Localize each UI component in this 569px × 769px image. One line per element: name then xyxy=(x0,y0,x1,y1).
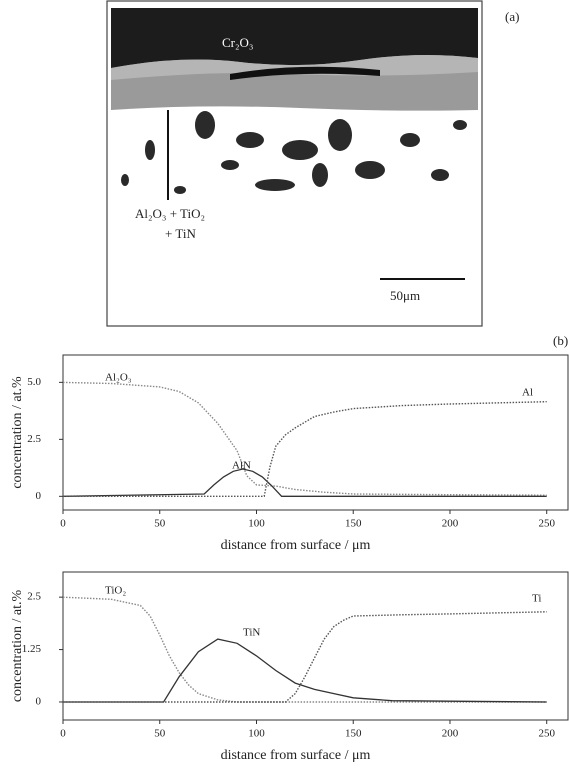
series-line xyxy=(63,638,547,703)
series-line xyxy=(63,401,547,497)
phase-label: Al₂O₃ + TiO₂ xyxy=(135,206,205,221)
y-tick-label: 5.0 xyxy=(27,376,41,388)
scale-label: 50μm xyxy=(390,288,420,303)
y-axis-label: concentration / at.% xyxy=(10,589,25,702)
plot-frame xyxy=(62,354,569,511)
series-label: TiN xyxy=(243,627,260,639)
series-line xyxy=(62,468,547,497)
y-tick-label: 1.25 xyxy=(22,643,42,655)
phase-label: + TiN xyxy=(165,226,196,241)
series-label: AlN xyxy=(232,460,251,472)
series-line xyxy=(62,596,547,703)
x-axis-label: distance from surface / μm xyxy=(221,538,371,553)
series-line xyxy=(63,611,547,703)
panel-label: (a) xyxy=(505,9,519,24)
series-label: Al₂O₃ xyxy=(105,372,132,384)
plot-frame xyxy=(62,571,569,721)
y-tick-label: 2.5 xyxy=(27,433,41,445)
x-tick-label: 100 xyxy=(248,728,265,740)
x-tick-label: 50 xyxy=(154,518,166,530)
y-tick-label: 0 xyxy=(36,490,42,502)
x-tick-label: 0 xyxy=(60,728,66,740)
x-tick-label: 150 xyxy=(345,518,362,530)
crack xyxy=(230,66,380,80)
x-tick-label: 50 xyxy=(154,728,166,740)
series-label: Ti xyxy=(532,593,541,605)
x-tick-label: 200 xyxy=(442,728,459,740)
x-tick-label: 150 xyxy=(345,728,362,740)
panel-label: (b) xyxy=(553,333,568,348)
x-tick-label: 0 xyxy=(60,518,66,530)
phase-label: Cr₂O₃ xyxy=(222,35,253,50)
x-axis-label: distance from surface / μm xyxy=(221,748,371,763)
y-tick-label: 0 xyxy=(36,696,42,708)
precipitates xyxy=(121,111,467,194)
x-tick-label: 100 xyxy=(248,518,265,530)
series-label: Al xyxy=(522,387,533,399)
x-tick-label: 250 xyxy=(538,518,555,530)
x-tick-label: 200 xyxy=(442,518,459,530)
x-tick-label: 250 xyxy=(538,728,555,740)
series-line xyxy=(62,381,547,496)
y-tick-label: 2.5 xyxy=(27,591,41,603)
y-axis-label: concentration / at.% xyxy=(10,376,25,489)
series-label: TiO₂ xyxy=(105,585,126,597)
micrograph: Cr₂O₃ Al₂O₃ + TiO₂ + TiN 50μm xyxy=(106,0,483,327)
